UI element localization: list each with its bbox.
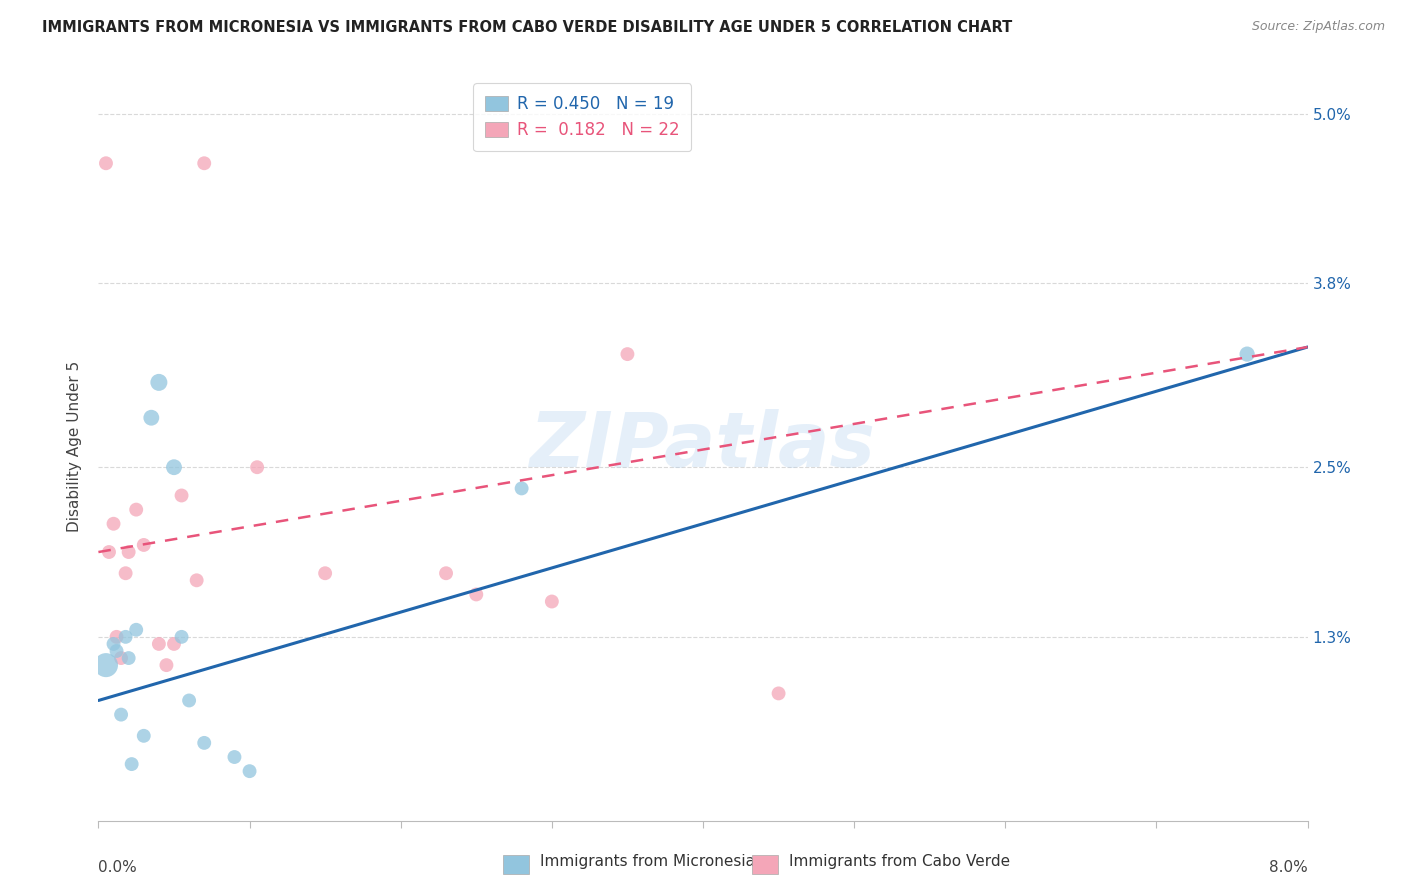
Legend: R = 0.450   N = 19, R =  0.182   N = 22: R = 0.450 N = 19, R = 0.182 N = 22: [474, 84, 690, 151]
Point: [155, 658, 177, 673]
Text: ZIPatlas: ZIPatlas: [530, 409, 876, 483]
Point: [103, 516, 125, 531]
Point: [224, 750, 246, 764]
Point: [314, 566, 336, 581]
Text: Immigrants from Cabo Verde: Immigrants from Cabo Verde: [789, 855, 1010, 869]
Point: [186, 574, 208, 588]
Text: Source: ZipAtlas.com: Source: ZipAtlas.com: [1251, 20, 1385, 33]
Point: [125, 502, 148, 516]
Text: IMMIGRANTS FROM MICRONESIA VS IMMIGRANTS FROM CABO VERDE DISABILITY AGE UNDER 5 : IMMIGRANTS FROM MICRONESIA VS IMMIGRANTS…: [42, 20, 1012, 35]
Point: [114, 630, 136, 644]
Point: [105, 644, 128, 658]
Point: [239, 764, 262, 779]
Point: [1236, 347, 1258, 361]
Point: [179, 693, 201, 707]
Point: [105, 630, 128, 644]
Point: [141, 410, 163, 425]
Point: [163, 637, 186, 651]
Text: 8.0%: 8.0%: [1268, 860, 1308, 874]
Point: [94, 658, 117, 673]
Point: [434, 566, 457, 581]
Point: [193, 156, 215, 170]
Point: [148, 637, 170, 651]
Point: [246, 460, 269, 475]
Point: [170, 630, 193, 644]
Point: [193, 736, 215, 750]
Point: [616, 347, 638, 361]
Point: [121, 757, 143, 772]
Point: [98, 545, 121, 559]
Point: [510, 482, 533, 496]
Point: [103, 637, 125, 651]
Point: [118, 651, 141, 665]
Text: Immigrants from Micronesia: Immigrants from Micronesia: [540, 855, 755, 869]
Point: [148, 376, 170, 390]
Point: [768, 686, 790, 700]
Point: [118, 545, 141, 559]
Point: [163, 460, 186, 475]
Point: [132, 538, 155, 552]
Point: [132, 729, 155, 743]
Point: [110, 651, 132, 665]
Point: [465, 587, 488, 601]
Point: [94, 156, 117, 170]
Point: [125, 623, 148, 637]
Point: [114, 566, 136, 581]
Point: [170, 488, 193, 502]
Point: [110, 707, 132, 722]
Y-axis label: Disability Age Under 5: Disability Age Under 5: [67, 360, 83, 532]
Text: 0.0%: 0.0%: [98, 860, 138, 874]
Point: [540, 594, 562, 608]
